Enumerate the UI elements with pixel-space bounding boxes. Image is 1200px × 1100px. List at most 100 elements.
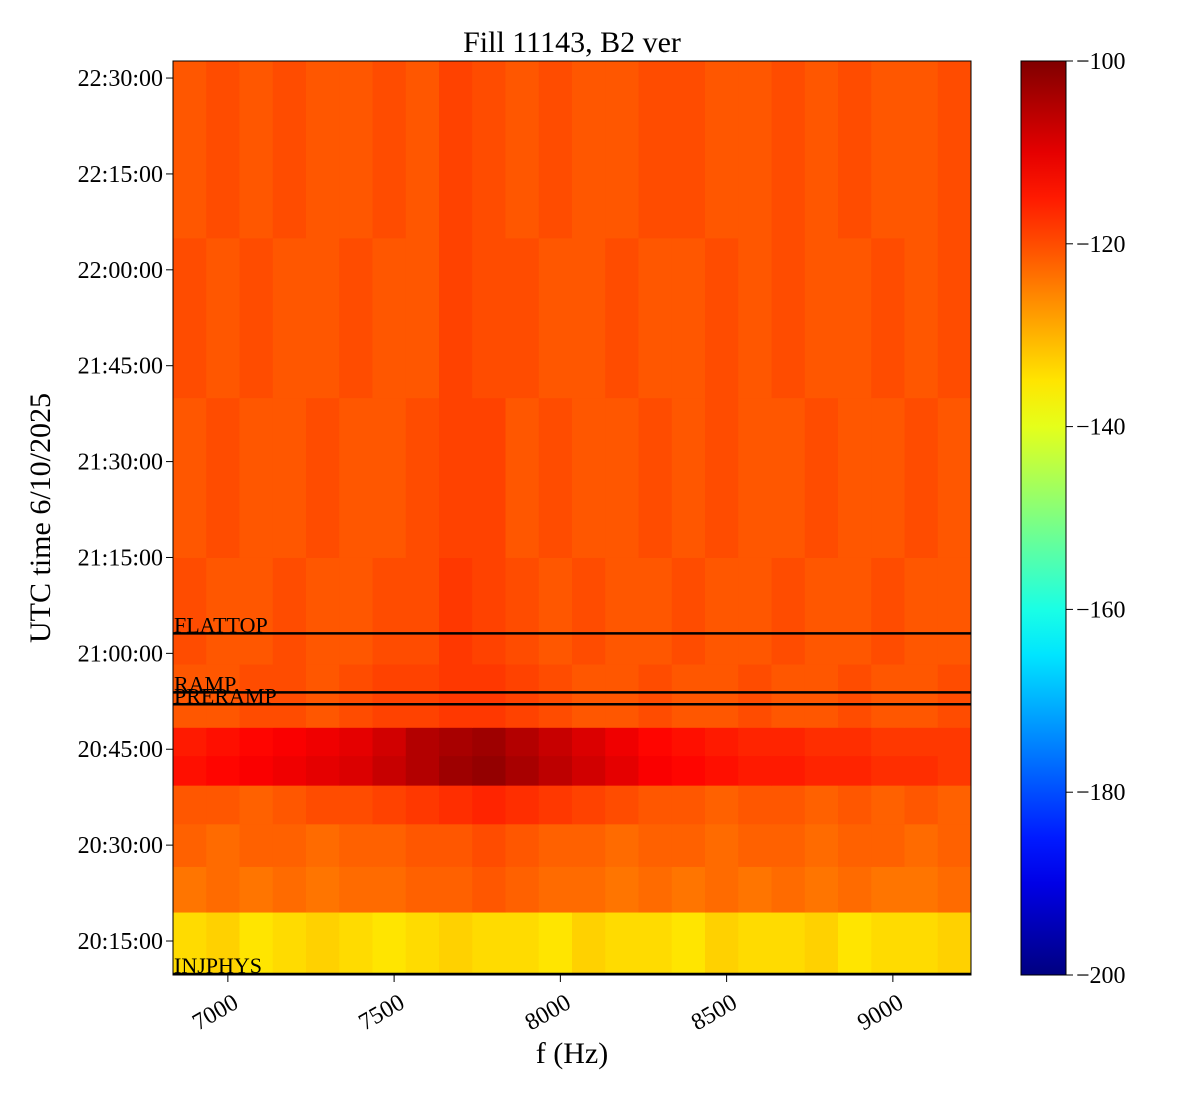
heatmap-cell <box>638 397 673 558</box>
heatmap-cell <box>505 397 540 558</box>
heatmap-cell <box>738 866 772 913</box>
heatmap-cell <box>605 727 639 757</box>
heatmap-cell <box>272 664 307 728</box>
heatmap-cell <box>671 866 706 913</box>
heatmap-cell <box>538 755 573 786</box>
heatmap-cell <box>339 727 373 757</box>
heatmap-cell <box>671 237 706 399</box>
y-tick-label: 22:15:00 <box>78 162 163 188</box>
heatmap-cell <box>538 237 573 399</box>
heatmap-cell <box>339 557 373 665</box>
heatmap-cell <box>804 912 839 976</box>
heatmap-cell <box>838 237 872 399</box>
heatmap-cell <box>239 397 274 558</box>
heatmap-cell <box>372 61 407 239</box>
heatmap-cell <box>671 912 706 976</box>
heatmap-cell <box>838 397 872 558</box>
x-tick-label: 7500 <box>355 990 410 1037</box>
heatmap-cell <box>838 664 872 728</box>
heatmap-cell <box>771 397 806 558</box>
heatmap-cell <box>472 912 506 976</box>
heatmap-cell <box>904 557 939 665</box>
heatmap-cell <box>671 785 706 825</box>
heatmap-cell <box>871 557 905 665</box>
heatmap-cell <box>339 912 373 976</box>
heatmap-cell <box>405 755 440 786</box>
heatmap-cell <box>804 237 839 399</box>
heatmap-cell <box>638 755 673 786</box>
heatmap-cell <box>239 785 274 825</box>
heatmap-cell <box>405 823 440 867</box>
heatmap-cell <box>638 823 673 867</box>
heatmap-cell <box>405 785 440 825</box>
heatmap-cell <box>306 912 340 976</box>
heatmap-cell <box>904 866 939 913</box>
heatmap-cell <box>206 912 240 976</box>
heatmap-cell <box>871 823 905 867</box>
chart-title: Fill 11143, B2 ver <box>463 26 681 59</box>
heatmap-cell <box>272 237 307 399</box>
heatmap-cell <box>871 61 905 239</box>
heatmap-cell <box>339 61 373 239</box>
heatmap-cell <box>671 557 706 665</box>
heatmap-cell <box>871 785 905 825</box>
heatmap-cell <box>871 755 905 786</box>
heatmap-cell <box>705 664 739 728</box>
heatmap-cell <box>705 755 739 786</box>
heatmap-cell <box>605 755 639 786</box>
heatmap-cell <box>838 912 872 976</box>
heatmap-cell <box>339 664 373 728</box>
heatmap-cell <box>572 727 606 757</box>
heatmap-cell <box>472 785 506 825</box>
heatmap-cell <box>638 61 673 239</box>
heatmap-cell <box>439 823 473 867</box>
heatmap-cell <box>538 823 573 867</box>
heatmap-cell <box>439 912 473 976</box>
heatmap-cell <box>173 397 207 558</box>
heatmap-cell <box>206 664 240 728</box>
heatmap-cell <box>838 823 872 867</box>
heatmap-cell <box>671 727 706 757</box>
heatmap-cell <box>904 912 939 976</box>
y-tick-label: 21:15:00 <box>78 545 163 571</box>
heatmap-cell <box>173 61 207 239</box>
heatmap-cell <box>871 397 905 558</box>
heatmap-cell <box>405 237 440 399</box>
heatmap-cell <box>671 664 706 728</box>
heatmap-cell <box>405 557 440 665</box>
heatmap-cell <box>904 664 939 728</box>
heatmap-cell <box>904 397 939 558</box>
heatmap-cell <box>771 727 806 757</box>
colorbar-tick-label: −140 <box>1076 415 1126 441</box>
heatmap-cell <box>339 755 373 786</box>
heatmap-cell <box>838 557 872 665</box>
heatmap-cell <box>671 823 706 867</box>
heatmap-cell <box>272 61 307 239</box>
heatmap-cell <box>838 61 872 239</box>
heatmap-cell <box>937 557 972 665</box>
heatmap-cell <box>871 912 905 976</box>
heatmap-cell <box>239 61 274 239</box>
heatmap-cell <box>671 61 706 239</box>
heatmap-cell <box>472 823 506 867</box>
colorbar-tick-label: −180 <box>1076 780 1126 806</box>
heatmap-cell <box>372 237 407 399</box>
heatmap-cell <box>272 785 307 825</box>
y-tick-label: 22:00:00 <box>78 258 163 284</box>
heatmap-cell <box>239 912 274 976</box>
heatmap-cell <box>439 61 473 239</box>
y-tick-label: 20:45:00 <box>78 737 163 763</box>
heatmap-cell <box>306 664 340 728</box>
heatmap-cell <box>605 912 639 976</box>
heatmap-cell <box>239 866 274 913</box>
heatmap-cell <box>605 785 639 825</box>
heatmap-cell <box>572 823 606 867</box>
x-tick-label: 8500 <box>687 990 742 1037</box>
heatmap-cell <box>306 755 340 786</box>
heatmap-cell <box>405 912 440 976</box>
heatmap-cell <box>206 755 240 786</box>
heatmap-cell <box>339 237 373 399</box>
heatmap-cell <box>804 866 839 913</box>
heatmap-cell <box>306 785 340 825</box>
heatmap-cell <box>638 912 673 976</box>
